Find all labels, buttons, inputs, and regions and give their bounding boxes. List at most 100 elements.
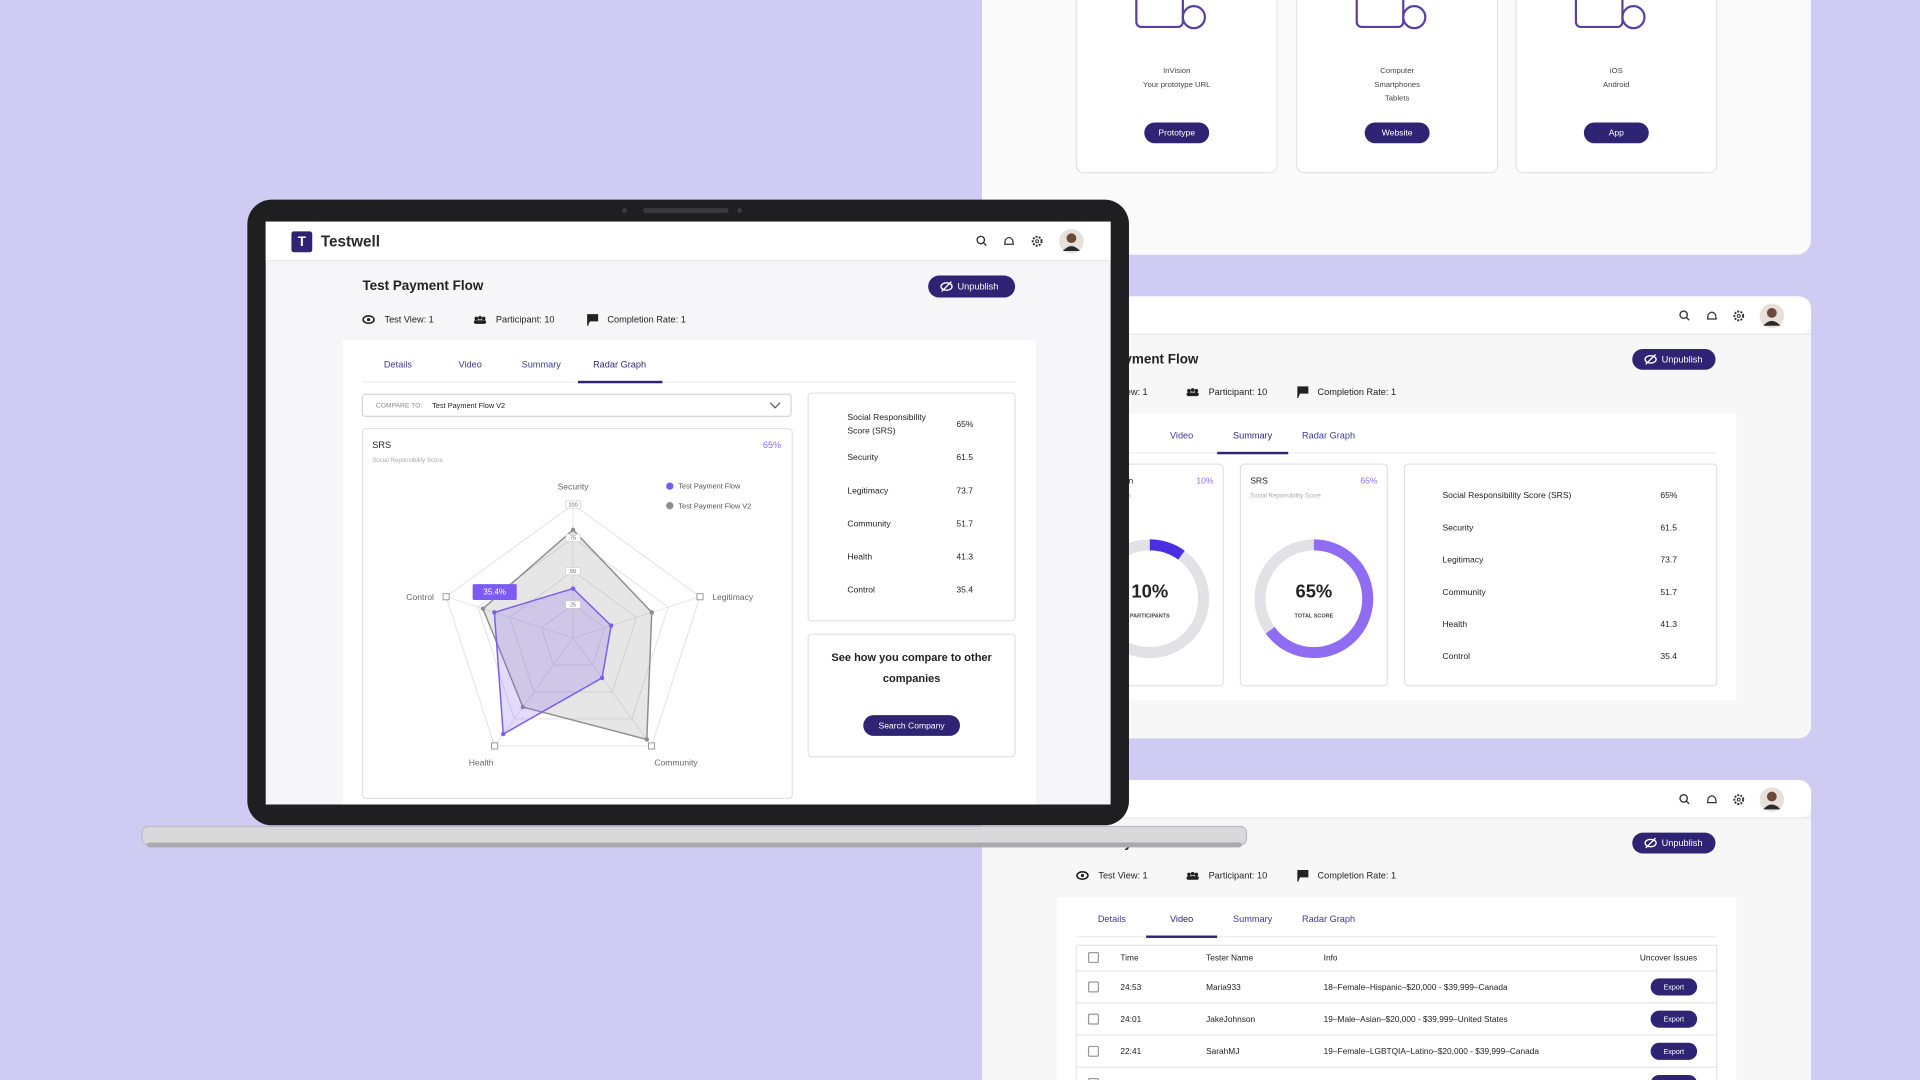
score-value: 61.5 <box>1660 522 1677 532</box>
stat: Participant: 10 <box>1209 871 1268 881</box>
legend-label: Test Payment Flow <box>678 482 741 491</box>
unpublish-button[interactable]: Unpublish <box>1632 832 1716 854</box>
platform-button[interactable]: Website <box>1364 122 1430 144</box>
export-button[interactable]: Export <box>1664 1048 1685 1056</box>
gear-icon[interactable] <box>1733 794 1745 805</box>
platform-description: Computer <box>1380 66 1414 75</box>
donut-arc <box>1254 539 1374 659</box>
radar-ring <box>445 503 701 747</box>
export-button[interactable]: Export <box>1664 983 1685 991</box>
tab[interactable]: Details <box>1098 914 1126 924</box>
platform-icon <box>1355 0 1405 29</box>
search-icon[interactable] <box>976 235 986 245</box>
annotation-box <box>472 584 517 600</box>
bell-icon[interactable] <box>1706 795 1717 804</box>
tab[interactable]: Summary <box>522 359 562 369</box>
view-pupil <box>1080 873 1085 878</box>
score-label: Community <box>1442 587 1486 597</box>
checkbox[interactable] <box>1087 981 1099 993</box>
search-company-button[interactable]: Search Company <box>863 715 960 736</box>
export-bg <box>1650 1010 1698 1028</box>
tick-label: 25 <box>570 602 576 608</box>
score-label: Community <box>847 518 891 528</box>
tab[interactable]: Details <box>384 359 412 369</box>
tab[interactable]: Radar Graph <box>1302 430 1355 440</box>
donut-label: 10% <box>1131 580 1168 601</box>
platform-card <box>1515 0 1718 174</box>
stat: Completion Rate: 1 <box>607 315 686 325</box>
participant-icon-base <box>1186 876 1199 880</box>
donut-arc <box>1090 539 1210 659</box>
unpublish-button[interactable]: Unpublish <box>928 275 1016 298</box>
button-bg <box>1632 348 1716 370</box>
search-icon[interactable] <box>1679 310 1689 320</box>
tick-box <box>565 600 581 609</box>
platform-icon <box>1574 0 1624 29</box>
gear-icon[interactable] <box>1733 310 1745 322</box>
search-handle <box>1685 316 1690 321</box>
cell: 19–Male–Asian–$20,000 - $39,999–United S… <box>1324 1014 1508 1024</box>
export-button[interactable]: Export <box>1664 1016 1685 1024</box>
card-title: SRS <box>372 440 391 450</box>
stat: Completion Rate: 1 <box>1318 387 1397 397</box>
tab[interactable]: Video <box>1170 914 1193 924</box>
platform-button[interactable]: Prototype <box>1144 122 1210 144</box>
brand: Testwell <box>321 233 380 250</box>
checkbox[interactable] <box>1087 1013 1099 1025</box>
button-bg <box>1144 122 1210 144</box>
score-value: 51.7 <box>956 518 973 528</box>
axis-label: Health <box>469 757 494 767</box>
search-icon[interactable] <box>1679 794 1689 803</box>
tab[interactable]: Video <box>459 359 482 369</box>
bell-icon[interactable] <box>1706 311 1717 320</box>
participant-icon <box>1194 388 1199 393</box>
button-label: Prototype <box>1158 128 1195 138</box>
eye-slash <box>1645 354 1656 365</box>
gear-icon[interactable] <box>1031 235 1043 247</box>
platform-card <box>1075 0 1278 174</box>
radar-area <box>493 587 612 736</box>
compare-text-box: See how you compare to other companies <box>831 651 991 684</box>
card-subtitle: Social Reponsibility Score <box>1250 493 1321 500</box>
platform-icon-detail <box>1181 5 1206 30</box>
tab[interactable]: Radar Graph <box>593 359 646 369</box>
completion-icon <box>1297 870 1309 882</box>
tab[interactable]: Summary <box>1233 914 1273 924</box>
score-label: Legitimacy <box>1442 555 1484 565</box>
score-label: Security <box>1442 522 1474 532</box>
button-bg <box>928 275 1016 298</box>
eye-slash <box>941 281 952 292</box>
tick-label: 100 <box>568 502 577 508</box>
donut-caption: PARTICIPANTS <box>1130 613 1170 619</box>
radar-ring <box>540 603 606 666</box>
stat: Participant: 10 <box>1209 387 1268 397</box>
platform-description: InVision <box>1163 66 1190 75</box>
checkbox[interactable] <box>1087 1045 1099 1057</box>
participant-icon <box>1194 872 1199 877</box>
radar-spoke <box>445 596 574 639</box>
score-label: Social Responsibility Score (SRS) <box>1442 490 1571 500</box>
score-label: Control <box>847 584 875 594</box>
export-bg <box>1650 1042 1698 1060</box>
tab[interactable]: Video <box>1170 430 1193 440</box>
platform-icon-detail <box>1621 5 1646 30</box>
card-value: 65% <box>1360 475 1378 485</box>
platform-button[interactable]: App <box>1583 122 1649 144</box>
participant-icon <box>481 316 486 321</box>
gear-center <box>1035 239 1040 244</box>
unpublish-button[interactable]: Unpublish <box>1632 348 1716 370</box>
score-value: 51.7 <box>1660 587 1677 597</box>
platform-description: Tablets <box>1385 94 1410 103</box>
button-bg <box>1364 122 1430 144</box>
search-handle <box>983 242 987 246</box>
checkbox[interactable] <box>1087 952 1099 964</box>
bell-icon[interactable] <box>1003 236 1014 245</box>
compare-dropdown[interactable] <box>361 393 792 417</box>
tab[interactable]: Summary <box>1233 430 1273 440</box>
tab[interactable]: Radar Graph <box>1302 914 1355 924</box>
camera-dot <box>622 208 627 214</box>
view-icon <box>1076 871 1089 880</box>
radar-spoke <box>572 596 701 639</box>
gear-center <box>1736 797 1741 802</box>
